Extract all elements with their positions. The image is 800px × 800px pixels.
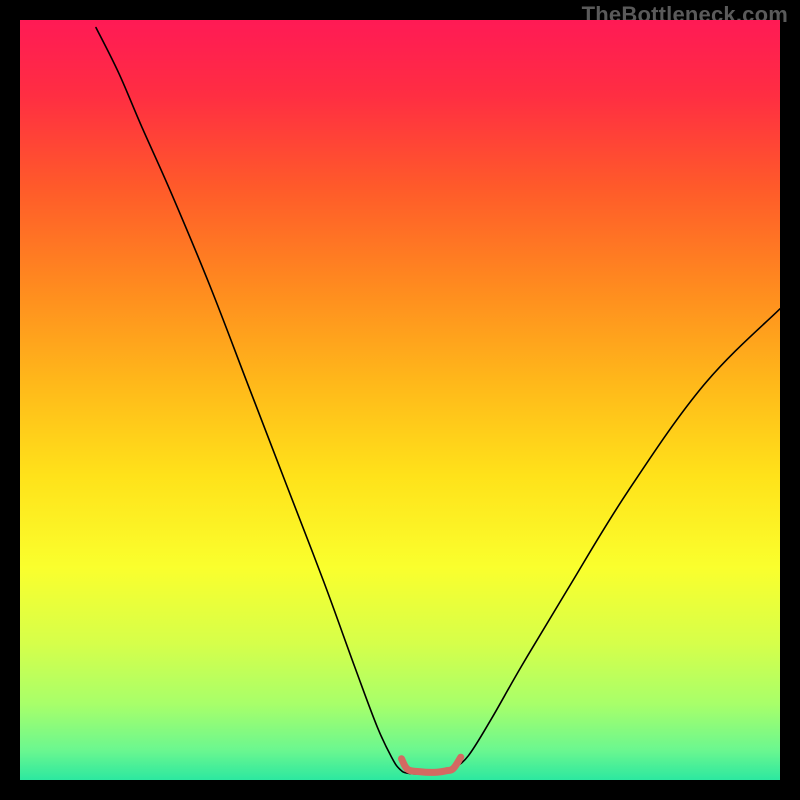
plot-area [20,20,780,780]
chart-svg [20,20,780,780]
chart-frame: TheBottleneck.com [0,0,800,800]
gradient-background [20,20,780,780]
